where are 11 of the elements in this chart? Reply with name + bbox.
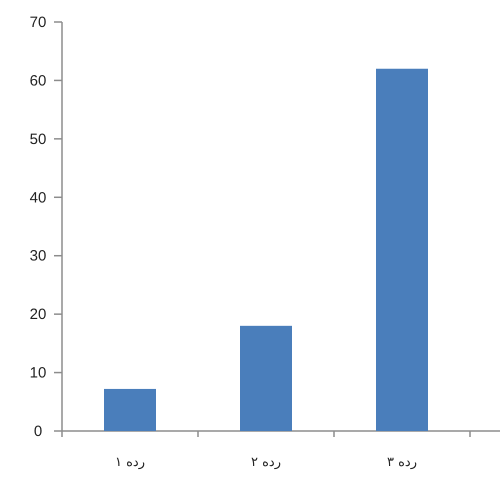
y-tick-label: 30 [30,248,46,265]
x-tick-label: رده ۲ [251,455,281,470]
y-tick-label: 40 [30,189,46,206]
y-tick-label: 60 [30,72,46,90]
y-tick-label: 50 [30,130,46,148]
y-tick-label: 20 [30,306,46,324]
y-tick-label: 0 [34,423,42,440]
y-tick-label: 10 [30,364,46,382]
y-tick-label: 70 [30,14,46,31]
x-tick-label: رده ۳ [387,455,417,470]
x-tick-label: رده ۱ [115,455,145,470]
